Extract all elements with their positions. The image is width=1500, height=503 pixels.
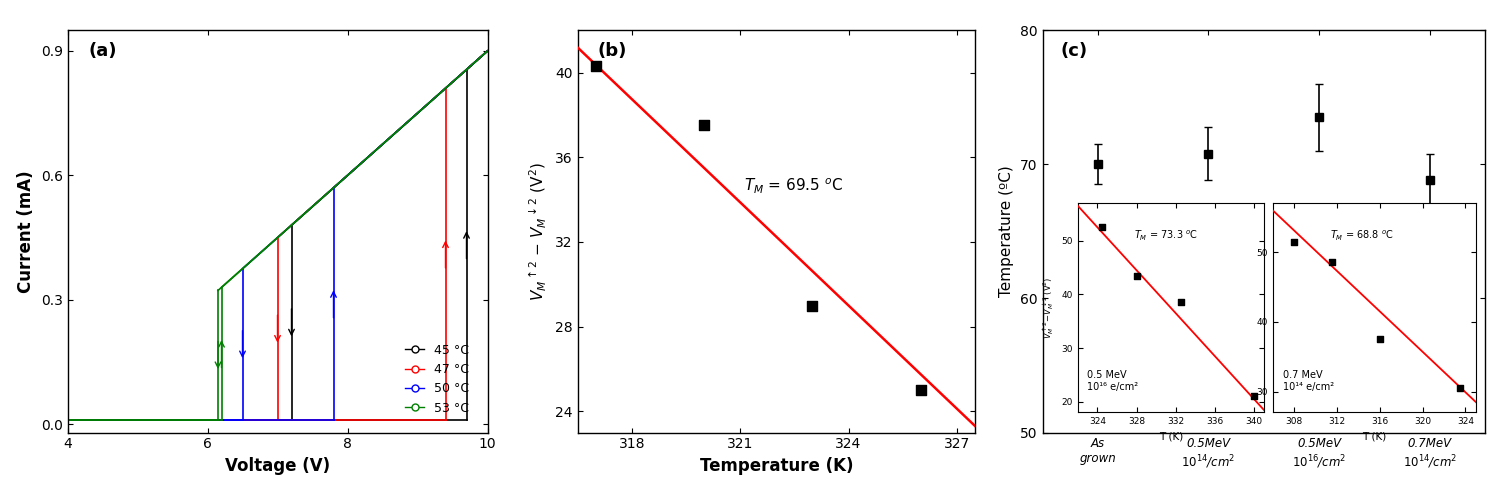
Text: (c): (c) — [1060, 42, 1088, 60]
Legend: 45 °C, 47 °C, 50 °C, 53 °C: 45 °C, 47 °C, 50 °C, 53 °C — [402, 340, 472, 418]
Y-axis label: Current (mA): Current (mA) — [16, 170, 34, 293]
Text: $T_M$ = 69.5 $^o$C: $T_M$ = 69.5 $^o$C — [744, 177, 843, 196]
Point — [584, 62, 608, 70]
Text: (a): (a) — [88, 42, 117, 60]
Point — [801, 301, 825, 309]
Point — [692, 121, 715, 129]
Point — [909, 386, 933, 394]
X-axis label: Temperature (K): Temperature (K) — [699, 457, 853, 475]
X-axis label: Voltage (V): Voltage (V) — [225, 457, 330, 475]
Y-axis label: $V_M$$^{\uparrow 2}$ $-$ $V_M$$^{\downarrow 2}$ (V$^2$): $V_M$$^{\uparrow 2}$ $-$ $V_M$$^{\downar… — [528, 162, 549, 301]
Text: (b): (b) — [597, 42, 627, 60]
Y-axis label: Temperature (ºC): Temperature (ºC) — [999, 165, 1014, 297]
